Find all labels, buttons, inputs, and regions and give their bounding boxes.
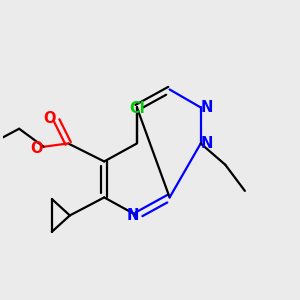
Text: Cl: Cl — [129, 100, 145, 116]
Text: N: N — [200, 136, 213, 151]
Text: N: N — [200, 100, 213, 115]
Text: O: O — [30, 141, 43, 156]
Text: O: O — [43, 111, 56, 126]
Text: N: N — [127, 208, 139, 223]
